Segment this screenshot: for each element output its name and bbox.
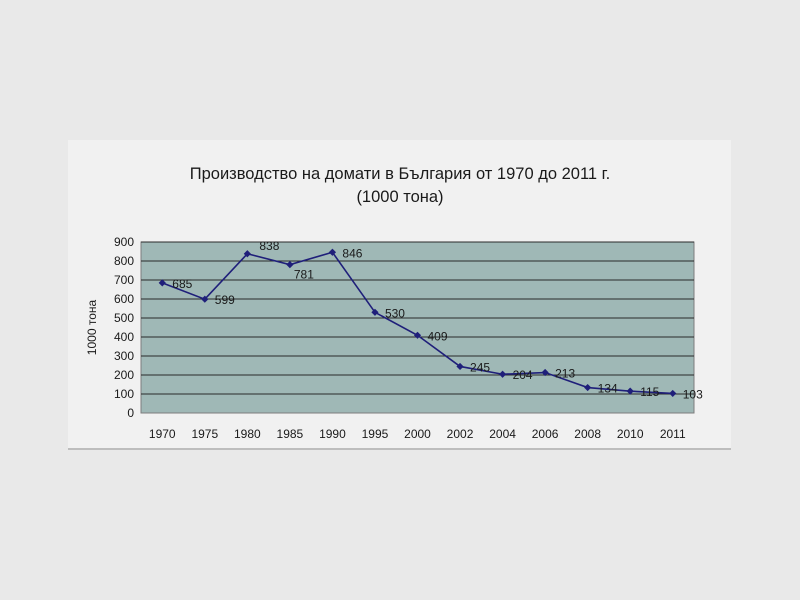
data-label-2010: 115 (640, 385, 659, 399)
x-tick-label-1985: 1985 (277, 427, 304, 441)
y-tick-label-600: 600 (114, 292, 134, 306)
y-tick-label-700: 700 (114, 273, 134, 287)
data-point-2010 (626, 387, 634, 395)
data-point-2000 (413, 331, 422, 339)
data-label-2006: 213 (555, 367, 575, 381)
y-tick-label-100: 100 (114, 387, 134, 401)
data-label-1985: 781 (294, 268, 314, 282)
data-label-2011: 103 (683, 387, 703, 401)
data-label-2000: 409 (428, 329, 448, 343)
data-point-1980 (243, 250, 251, 258)
x-tick-label-1990: 1990 (319, 427, 346, 441)
y-tick-label-300: 300 (114, 349, 134, 363)
data-label-2004: 204 (513, 368, 533, 382)
y-axis-label: 1000 тона (85, 299, 99, 355)
y-tick-label-200: 200 (114, 368, 134, 382)
x-tick-label-2002: 2002 (447, 427, 474, 441)
y-tick-label-500: 500 (114, 311, 134, 325)
data-label-1980: 838 (259, 239, 279, 253)
data-label-1990: 846 (342, 246, 362, 260)
x-tick-label-2008: 2008 (574, 427, 601, 441)
gridlines (141, 241, 694, 395)
plot-area (140, 241, 695, 414)
y-tick-label-0: 0 (127, 406, 134, 420)
data-label-1995: 530 (385, 306, 405, 320)
x-tick-label-1975: 1975 (191, 427, 218, 441)
y-tick-label-800: 800 (114, 254, 134, 268)
data-label-2002: 245 (470, 360, 490, 374)
data-label-1970: 685 (172, 277, 192, 291)
chart-subtitle: (1000 тона) (356, 188, 444, 206)
data-point-2011 (669, 389, 677, 398)
x-tick-label-1980: 1980 (234, 427, 261, 441)
x-axis-ticks: 1970 1975 1980 1985 1990 1995 2000 2002 2004 2006… (149, 427, 686, 441)
y-axis-ticks: 0 100 200 300 400 500 600 700 800 900 (114, 235, 134, 420)
data-labels: 685 599 838 781 846 530 409 245 204 213 134 115 103 (172, 239, 703, 402)
data-point-2008 (584, 383, 592, 392)
data-point-1970 (158, 279, 166, 287)
data-point-1995 (371, 308, 379, 316)
chart-title: Производство на домати в България от 197… (189, 165, 611, 183)
x-tick-label-2006: 2006 (532, 427, 559, 441)
data-point-1990 (328, 248, 337, 256)
y-tick-label-900: 900 (114, 235, 134, 249)
data-point-2004 (498, 370, 507, 378)
y-tick-label-400: 400 (114, 330, 134, 344)
x-tick-label-2000: 2000 (404, 427, 431, 441)
x-tick-label-1995: 1995 (362, 427, 389, 441)
data-point-1985 (286, 261, 294, 269)
x-tick-label-2010: 2010 (617, 427, 644, 441)
data-point-2006 (541, 368, 549, 377)
x-tick-label-1970: 1970 (149, 427, 176, 441)
data-label-1975: 599 (215, 293, 235, 307)
data-points (158, 248, 677, 398)
data-point-2002 (456, 362, 464, 371)
x-tick-label-2004: 2004 (489, 427, 516, 441)
data-label-2008: 134 (598, 382, 618, 396)
data-point-1975 (201, 295, 209, 303)
x-tick-label-2011: 2011 (660, 427, 686, 441)
